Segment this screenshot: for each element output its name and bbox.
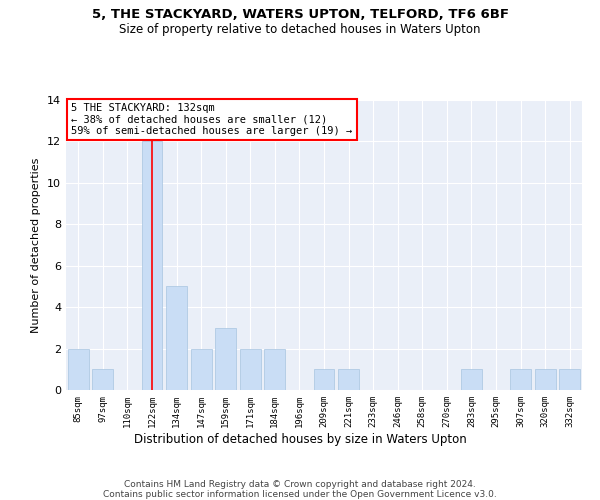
Bar bbox=[338, 370, 359, 390]
Bar bbox=[166, 286, 187, 390]
Text: Contains HM Land Registry data © Crown copyright and database right 2024.: Contains HM Land Registry data © Crown c… bbox=[124, 480, 476, 489]
Bar bbox=[191, 348, 212, 390]
Bar bbox=[240, 348, 261, 390]
Bar bbox=[215, 328, 236, 390]
Text: 5, THE STACKYARD, WATERS UPTON, TELFORD, TF6 6BF: 5, THE STACKYARD, WATERS UPTON, TELFORD,… bbox=[91, 8, 509, 20]
Bar bbox=[535, 370, 556, 390]
Bar bbox=[510, 370, 531, 390]
Bar bbox=[461, 370, 482, 390]
Bar bbox=[559, 370, 580, 390]
Text: Size of property relative to detached houses in Waters Upton: Size of property relative to detached ho… bbox=[119, 22, 481, 36]
Bar bbox=[314, 370, 334, 390]
Bar bbox=[142, 142, 163, 390]
Bar bbox=[92, 370, 113, 390]
Text: 5 THE STACKYARD: 132sqm
← 38% of detached houses are smaller (12)
59% of semi-de: 5 THE STACKYARD: 132sqm ← 38% of detache… bbox=[71, 103, 352, 136]
Y-axis label: Number of detached properties: Number of detached properties bbox=[31, 158, 41, 332]
Bar bbox=[68, 348, 89, 390]
Bar bbox=[265, 348, 286, 390]
Text: Contains public sector information licensed under the Open Government Licence v3: Contains public sector information licen… bbox=[103, 490, 497, 499]
Text: Distribution of detached houses by size in Waters Upton: Distribution of detached houses by size … bbox=[134, 432, 466, 446]
